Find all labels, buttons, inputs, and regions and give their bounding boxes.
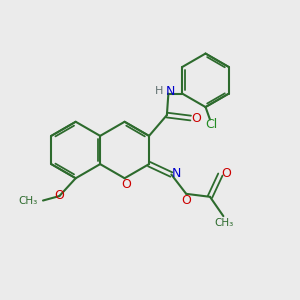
- Text: O: O: [191, 112, 201, 124]
- Text: Cl: Cl: [205, 118, 218, 131]
- Text: H: H: [155, 86, 164, 96]
- Text: CH₃: CH₃: [214, 218, 234, 228]
- Text: O: O: [221, 167, 231, 180]
- Text: N: N: [166, 85, 176, 98]
- Text: O: O: [181, 194, 191, 207]
- Text: CH₃: CH₃: [18, 196, 38, 206]
- Text: N: N: [172, 167, 182, 179]
- Text: O: O: [121, 178, 131, 191]
- Text: O: O: [54, 189, 64, 202]
